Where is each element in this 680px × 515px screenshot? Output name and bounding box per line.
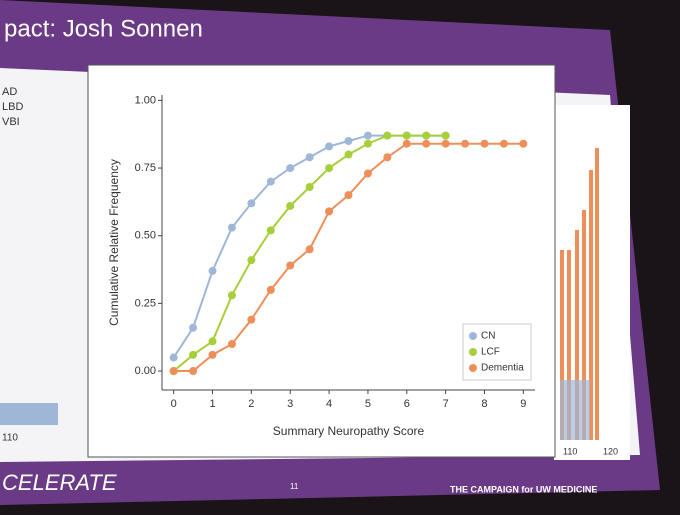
point <box>247 256 256 265</box>
point <box>363 169 372 178</box>
chart-panel <box>87 64 556 458</box>
point <box>383 153 392 162</box>
point <box>305 153 314 162</box>
point <box>363 139 372 148</box>
page-number: 11 <box>290 482 299 491</box>
point <box>402 139 411 148</box>
point <box>344 150 353 159</box>
mini-bar <box>560 380 590 440</box>
point <box>247 315 256 324</box>
point <box>189 323 198 332</box>
footer-left: CELERATE <box>2 470 117 495</box>
point <box>325 164 334 173</box>
point <box>519 139 528 148</box>
mini-bar <box>575 230 579 440</box>
x-tick-label: 3 <box>287 398 293 410</box>
mini-bar <box>589 170 593 440</box>
point <box>305 183 314 192</box>
x-tick-label: 2 <box>248 398 254 410</box>
y-tick-label: 1.00 <box>135 94 156 106</box>
point <box>344 191 353 200</box>
point <box>189 367 198 376</box>
y-tick-label: 0.75 <box>135 162 156 174</box>
point <box>325 207 334 216</box>
point <box>266 226 275 235</box>
point <box>286 164 295 173</box>
side-label: LBD <box>2 101 23 113</box>
slide-title: pact: Josh Sonnen <box>4 15 203 42</box>
y-tick-label: 0.00 <box>135 365 156 377</box>
mini-bar <box>567 250 571 440</box>
y-tick-label: 0.50 <box>135 230 156 242</box>
point <box>499 139 508 148</box>
bar-strip <box>0 403 58 425</box>
point <box>189 350 198 359</box>
mini-bar <box>582 210 586 440</box>
legend-label: LCF <box>481 347 500 358</box>
point <box>208 337 217 346</box>
point <box>286 261 295 270</box>
mini-tick: 120 <box>603 446 618 456</box>
point <box>422 139 431 148</box>
point <box>266 285 275 294</box>
point <box>402 131 411 140</box>
point <box>169 353 178 362</box>
point <box>383 131 392 140</box>
legend-label: Dementia <box>481 363 524 374</box>
right-mini-chart: 110 120 <box>554 105 630 460</box>
x-axis-label: Summary Neuropathy Score <box>273 424 425 438</box>
x-tick-label: 5 <box>365 398 371 410</box>
x-tick-label: 8 <box>481 398 487 410</box>
point <box>286 201 295 210</box>
footer-right: THE CAMPAIGN for UW MEDICINE <box>450 484 597 494</box>
side-label: VBI <box>2 116 20 128</box>
side-label: AD <box>2 86 17 98</box>
legend-marker <box>469 364 477 372</box>
point <box>208 266 217 275</box>
legend-marker <box>469 332 477 340</box>
point <box>480 139 489 148</box>
x-tick-label: 0 <box>171 398 177 410</box>
point <box>363 131 372 140</box>
mini-bar <box>560 250 564 440</box>
point <box>227 223 236 232</box>
point <box>227 291 236 300</box>
point <box>266 177 275 186</box>
x-tick-label: 9 <box>520 398 526 410</box>
point <box>305 245 314 254</box>
x-tick-label: 7 <box>443 398 449 410</box>
legend-label: CN <box>481 331 495 342</box>
left-bars <box>0 403 58 425</box>
point <box>247 199 256 208</box>
mini-tick: 110 <box>563 446 577 456</box>
point <box>227 339 236 348</box>
mini-bar <box>595 148 599 440</box>
chart: 0.00 0.25 0.50 0.75 1.00 0 1 2 3 4 5 6 7 8 9 Summary Ne… <box>107 94 535 438</box>
point <box>169 367 178 376</box>
point <box>461 139 470 148</box>
x-tick-label: 1 <box>209 398 215 410</box>
point <box>441 139 450 148</box>
point <box>325 142 334 151</box>
point <box>441 131 450 140</box>
point <box>208 350 217 359</box>
left-tick: 110 <box>2 433 18 444</box>
point <box>344 137 353 146</box>
x-tick-label: 6 <box>404 398 410 410</box>
point <box>422 131 431 140</box>
y-tick-label: 0.25 <box>135 297 156 309</box>
legend-marker <box>469 348 477 356</box>
y-axis-label: Cumulative Relative Frequency <box>107 159 121 326</box>
x-tick-label: 4 <box>326 398 332 410</box>
